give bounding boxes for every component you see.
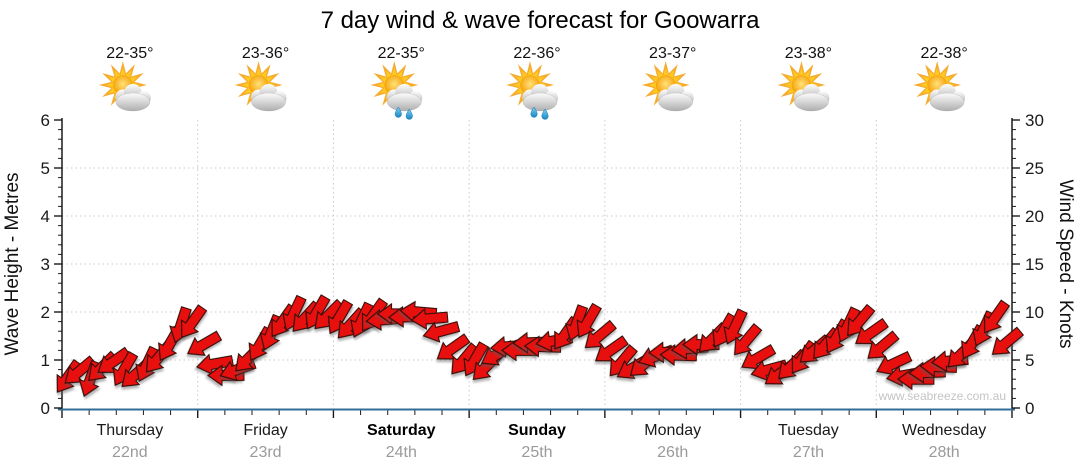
wind-arrow [576, 302, 602, 339]
left-axis-tick-label: 4 [41, 207, 50, 226]
wind-arrow [594, 335, 629, 362]
right-axis-tick-label: 0 [1025, 399, 1034, 418]
temperature-label: 22-38° [920, 45, 967, 62]
left-axis-tick-label: 1 [41, 351, 50, 370]
sun-cloud-icon [98, 61, 151, 112]
cloud-body [115, 92, 151, 112]
wind-arrow [410, 307, 449, 331]
day-date-label: 28th [929, 444, 960, 461]
cloud [522, 84, 558, 112]
cloud-body [794, 92, 829, 112]
right-axis-tick-label: 15 [1025, 255, 1044, 274]
rain-drop [394, 106, 402, 118]
wind-arrow [867, 330, 900, 359]
cloud-body [658, 92, 693, 112]
wind-arrow [983, 299, 1011, 334]
sun-cloud-icon [234, 61, 287, 112]
wind-arrow [876, 350, 913, 376]
day-date-label: 23rd [250, 444, 282, 461]
wind-arrow [327, 298, 354, 335]
temperature-label: 23-37° [649, 45, 696, 62]
cloud [793, 84, 830, 112]
wind-arrow [723, 308, 748, 345]
right-axis-tick-label: 20 [1025, 207, 1044, 226]
axes: 0 1 2 3 4 5 6 0 5 10 15 20 25 30 [41, 111, 1044, 418]
wind-arrow [855, 317, 889, 345]
cloud [929, 84, 966, 112]
wind-arrow [463, 341, 489, 377]
left-axis-tick-label: 0 [41, 399, 50, 418]
day-date-label: 24th [386, 444, 417, 461]
cloud-body [387, 92, 422, 112]
cloud [251, 84, 287, 112]
right-axis-tick-label: 30 [1025, 111, 1044, 130]
left-axis-tick-label: 3 [41, 255, 50, 274]
wind-arrow [186, 330, 223, 356]
right-axis-tick-label: 10 [1025, 303, 1044, 322]
wind-arrow [991, 326, 1025, 355]
temperature-label: 22-35° [106, 45, 153, 62]
cloud-body [929, 92, 965, 112]
left-axis-tick-label: 5 [41, 159, 50, 178]
day-name-label: Monday [644, 422, 701, 439]
day-name-label: Friday [243, 422, 287, 439]
right-axis-tick-label: 25 [1025, 159, 1044, 178]
temperature-label: 22-35° [378, 45, 425, 62]
left-axis-tick-label: 2 [41, 303, 50, 322]
sun-cloud-rain-icon [370, 61, 423, 120]
wind-arrow [847, 303, 876, 337]
day-name-label: Sunday [508, 422, 566, 439]
day-header-row: 22-35° 23-36° 22-35° 22-36° 23-37° 23-38° 22-3… [98, 45, 968, 120]
x-axis-labels: Thursday 22nd Friday 23rd Saturday 24th Sunday… [97, 422, 987, 461]
wind-arrow-series [56, 294, 1025, 398]
day-name-label: Wednesday [902, 422, 986, 439]
rain-drop [541, 108, 549, 120]
watermark: www.seabreeze.com.au [878, 389, 1006, 403]
sun-cloud-icon [777, 61, 830, 112]
temperature-label: 23-36° [242, 45, 289, 62]
rain-drop [405, 108, 413, 120]
day-date-label: 25th [521, 444, 552, 461]
temperature-label: 22-36° [513, 45, 560, 62]
cloud [115, 84, 151, 112]
wind-arrow [422, 321, 461, 343]
left-axis-title: Wave Height - Metres [2, 172, 23, 355]
wind-arrow [741, 344, 777, 370]
cloud-body [251, 92, 286, 112]
page-title: 7 day wind & wave forecast for Goowarra [321, 7, 761, 34]
wind-arrow [181, 304, 208, 339]
day-date-label: 26th [657, 444, 688, 461]
day-name-label: Thursday [97, 422, 164, 439]
day-date-label: 27th [793, 444, 824, 461]
wind-arrow [734, 323, 763, 356]
cloud [658, 84, 694, 112]
day-date-label: 22nd [112, 444, 148, 461]
sun-cloud-icon [641, 61, 694, 112]
wind-arrow [436, 333, 471, 360]
wind-arrow [584, 319, 617, 349]
left-axis-tick-label: 6 [41, 111, 50, 130]
right-axis-tick-label: 5 [1025, 351, 1034, 370]
right-axis-title: Wind Speed - Knots [1055, 180, 1076, 349]
temperature-label: 23-38° [785, 45, 832, 62]
day-name-label: Tuesday [778, 422, 839, 439]
rain-drop [530, 106, 538, 118]
sun-cloud-rain-icon [506, 61, 558, 120]
day-name-label: Saturday [367, 422, 436, 439]
cloud [386, 84, 423, 112]
sun-cloud-icon [913, 61, 966, 112]
cloud-body [522, 92, 558, 112]
